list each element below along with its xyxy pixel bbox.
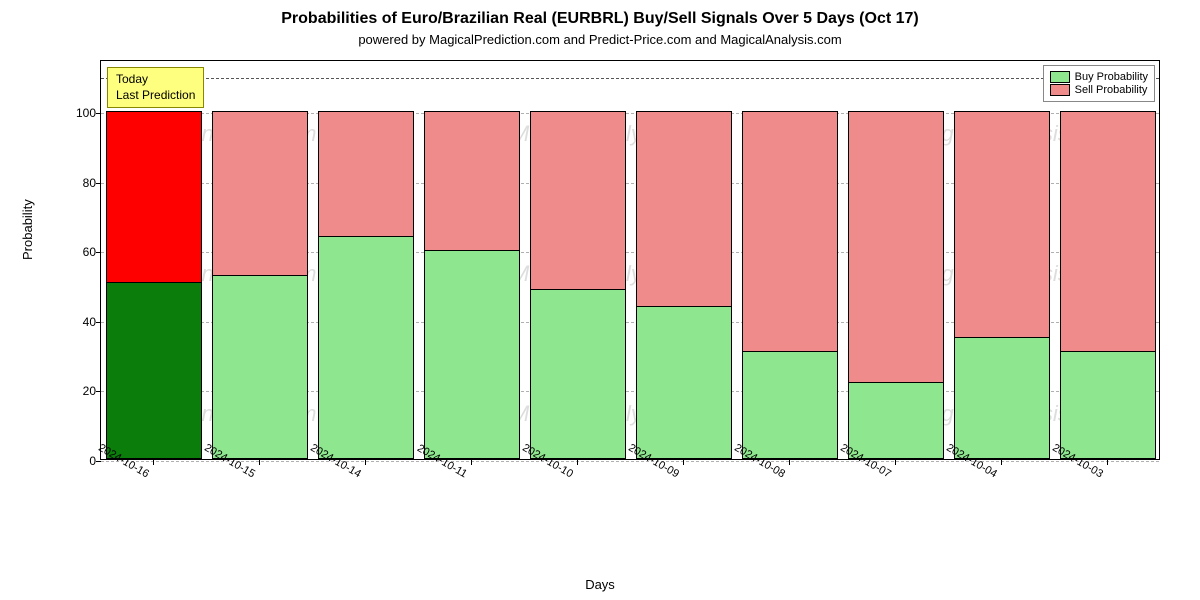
bar-sell xyxy=(742,111,837,351)
bar-buy xyxy=(954,337,1049,459)
bar-group xyxy=(1060,111,1155,459)
today-line1: Today xyxy=(116,72,195,88)
bar-group xyxy=(212,111,307,459)
bar-group xyxy=(636,111,731,459)
bar-buy xyxy=(424,250,519,459)
legend-buy-label: Buy Probability xyxy=(1075,71,1148,83)
bar-buy xyxy=(318,236,413,459)
plot-area: MagicalAnalysis.com MagicalAnalysis.com … xyxy=(100,60,1160,460)
y-tick-label: 80 xyxy=(61,176,96,190)
bar-buy xyxy=(106,282,201,459)
bar-buy xyxy=(212,275,307,459)
bar-group xyxy=(424,111,519,459)
threshold-line xyxy=(101,78,1159,79)
bar-sell xyxy=(636,111,731,306)
today-annotation: Today Last Prediction xyxy=(107,67,204,108)
bar-sell xyxy=(106,111,201,281)
bars xyxy=(101,61,1159,459)
chart-container: Probabilities of Euro/Brazilian Real (EU… xyxy=(0,0,1200,600)
legend-sell: Sell Probability xyxy=(1050,84,1148,96)
legend-buy-swatch xyxy=(1050,71,1070,83)
x-tick-mark xyxy=(683,460,684,465)
legend-sell-label: Sell Probability xyxy=(1075,84,1148,96)
bar-sell xyxy=(424,111,519,250)
chart-title: Probabilities of Euro/Brazilian Real (EU… xyxy=(0,0,1200,28)
bar-sell xyxy=(848,111,943,382)
bar-buy xyxy=(848,382,943,459)
bar-buy xyxy=(742,351,837,459)
today-line2: Last Prediction xyxy=(116,88,195,104)
x-tick-mark xyxy=(789,460,790,465)
bar-sell xyxy=(212,111,307,274)
bar-buy xyxy=(530,289,625,459)
y-tick-label: 20 xyxy=(61,384,96,398)
x-tick-mark xyxy=(153,460,154,465)
y-tick-label: 40 xyxy=(61,315,96,329)
bar-sell xyxy=(530,111,625,288)
bar-group xyxy=(318,111,413,459)
chart-subtitle: powered by MagicalPrediction.com and Pre… xyxy=(0,28,1200,47)
y-tick-label: 0 xyxy=(61,454,96,468)
x-tick-mark xyxy=(1001,460,1002,465)
y-tick-label: 60 xyxy=(61,245,96,259)
y-tick-mark xyxy=(96,461,101,462)
x-tick-mark xyxy=(365,460,366,465)
bar-group xyxy=(742,111,837,459)
bar-buy xyxy=(1060,351,1155,459)
bar-group xyxy=(530,111,625,459)
legend: Buy Probability Sell Probability xyxy=(1043,65,1155,102)
x-tick-mark xyxy=(577,460,578,465)
bar-group xyxy=(954,111,1049,459)
legend-buy: Buy Probability xyxy=(1050,71,1148,83)
y-axis-label: Probability xyxy=(20,199,35,260)
bar-group xyxy=(106,111,201,459)
x-tick-mark xyxy=(1107,460,1108,465)
x-tick-mark xyxy=(259,460,260,465)
x-axis-label: Days xyxy=(585,577,615,592)
bar-buy xyxy=(636,306,731,459)
x-tick-mark xyxy=(895,460,896,465)
bar-sell xyxy=(1060,111,1155,351)
legend-sell-swatch xyxy=(1050,84,1070,96)
bar-sell xyxy=(954,111,1049,337)
y-tick-label: 100 xyxy=(61,106,96,120)
bar-group xyxy=(848,111,943,459)
bar-sell xyxy=(318,111,413,236)
x-tick-mark xyxy=(471,460,472,465)
